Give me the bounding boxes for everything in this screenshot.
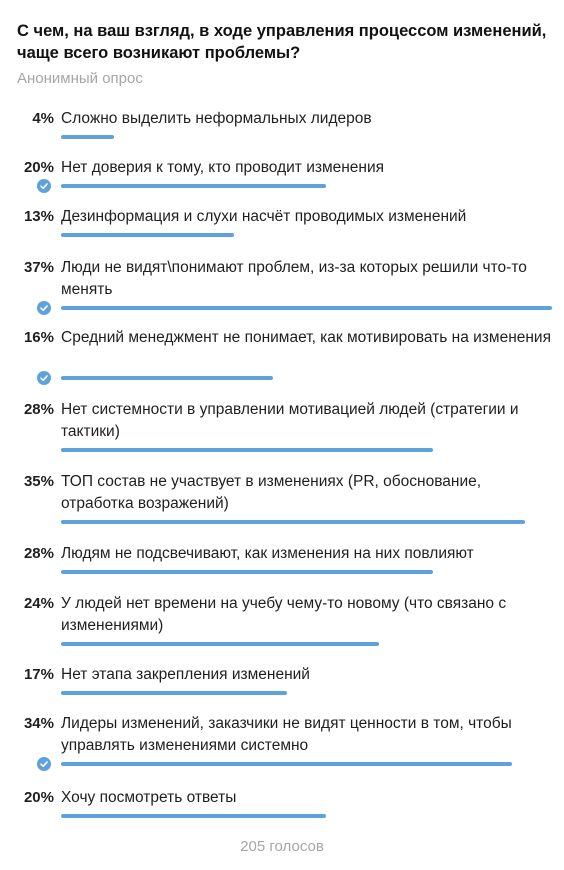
option-result-bar: [61, 814, 326, 818]
option-result-bar: [61, 762, 512, 766]
option-text: У людей нет времени на учебу чему-то нов…: [61, 595, 507, 634]
option-text: Дезинформация и слухи насчёт проводимых …: [61, 208, 467, 225]
option-result-bar: [61, 520, 525, 524]
option-result-bar: [61, 570, 433, 574]
total-votes: 205 голосов: [240, 838, 324, 855]
option-text: Лидеры изменений, заказчики не видят цен…: [61, 715, 512, 754]
option-percent: 28%: [23, 401, 54, 418]
check-circle-icon: [37, 757, 51, 771]
option-result-bar: [61, 642, 379, 646]
option-text: Сложно выделить неформальных лидеров: [61, 110, 372, 127]
option-text: Людям не подсвечивают, как изменения на …: [61, 545, 474, 562]
option-result-bar: [61, 233, 234, 237]
option-percent: 28%: [23, 545, 54, 562]
option-percent: 4%: [32, 110, 54, 127]
option-result-bar: [61, 376, 273, 380]
option-text: Нет доверия к тому, кто проводит изменен…: [61, 159, 385, 176]
option-result-bar: [61, 306, 552, 310]
option-percent: 13%: [23, 208, 54, 225]
option-percent: 16%: [23, 329, 54, 346]
option-result-bar: [61, 448, 433, 452]
check-circle-icon: [37, 371, 51, 385]
poll-type-label: Анонимный опрос: [17, 70, 143, 87]
option-percent: 24%: [23, 595, 54, 612]
option-result-bar: [61, 691, 287, 695]
poll-question: С чем, на ваш взгляд, в ходе управления …: [17, 22, 547, 62]
check-circle-icon: [37, 301, 51, 315]
option-text: Нет системности в управлении мотивацией …: [61, 401, 519, 440]
option-percent: 20%: [23, 789, 54, 806]
option-text: Хочу посмотреть ответы: [61, 789, 237, 806]
option-result-bar: [61, 184, 326, 188]
option-percent: 34%: [23, 715, 54, 732]
option-percent: 17%: [23, 666, 54, 683]
check-circle-icon: [37, 179, 51, 193]
option-text: Люди не видят\понимают проблем, из-за ко…: [61, 259, 527, 298]
option-text: Средний менеджмент не понимает, как моти…: [61, 329, 551, 346]
option-percent: 20%: [23, 159, 54, 176]
option-result-bar: [61, 135, 114, 139]
option-text: ТОП состав не участвует в изменениях (PR…: [61, 473, 482, 512]
option-text: Нет этапа закрепления изменений: [61, 666, 310, 683]
option-percent: 35%: [23, 473, 54, 490]
option-percent: 37%: [23, 259, 54, 276]
